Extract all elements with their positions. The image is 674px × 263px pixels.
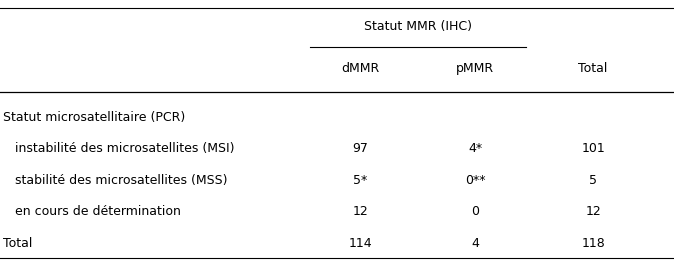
Text: 4: 4 [471,237,479,250]
Text: 0: 0 [471,205,479,218]
Text: Total: Total [578,62,608,75]
Text: Statut MMR (IHC): Statut MMR (IHC) [364,20,472,33]
Text: 118: 118 [581,237,605,250]
Text: 12: 12 [353,205,369,218]
Text: pMMR: pMMR [456,62,494,75]
Text: 5*: 5* [353,174,368,187]
Text: 4*: 4* [468,142,482,155]
Text: Total: Total [3,237,33,250]
Text: Statut microsatellitaire (PCR): Statut microsatellitaire (PCR) [3,110,185,124]
Text: 12: 12 [585,205,601,218]
Text: 97: 97 [353,142,369,155]
Text: instabilité des microsatellites (MSI): instabilité des microsatellites (MSI) [3,142,235,155]
Text: dMMR: dMMR [342,62,379,75]
Text: 114: 114 [348,237,373,250]
Text: 0**: 0** [465,174,485,187]
Text: 101: 101 [581,142,605,155]
Text: 5: 5 [589,174,597,187]
Text: stabilité des microsatellites (MSS): stabilité des microsatellites (MSS) [3,174,228,187]
Text: en cours de détermination: en cours de détermination [3,205,181,218]
